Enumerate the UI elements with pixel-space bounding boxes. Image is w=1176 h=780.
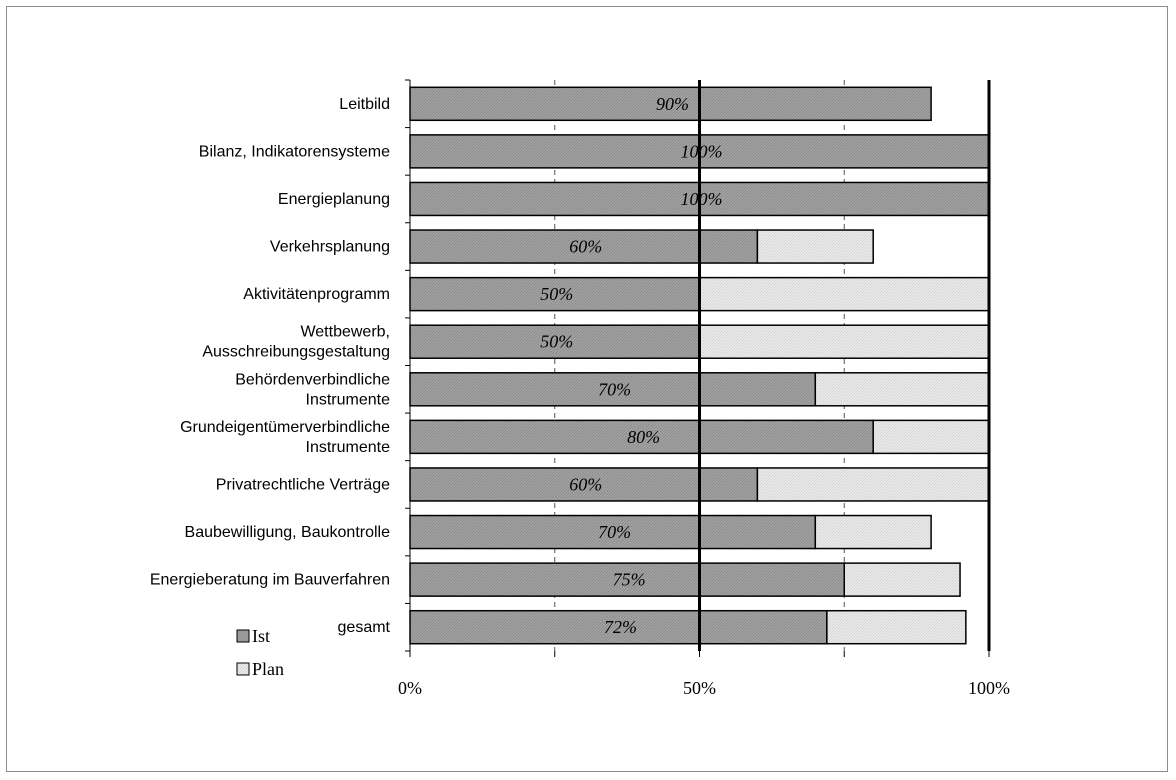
- value-label: 100%: [681, 141, 723, 161]
- bar-plan: [698, 276, 990, 312]
- legend-label: Plan: [252, 659, 284, 679]
- bar-ist: [409, 609, 828, 645]
- bar-ist: [409, 276, 701, 312]
- bar-plan: [826, 609, 967, 645]
- bar-ist: [409, 562, 845, 597]
- bar-plan: [843, 562, 961, 597]
- value-label: 70%: [598, 379, 631, 399]
- bar-plan: [872, 419, 990, 455]
- value-label: 60%: [569, 474, 602, 494]
- bar-plan: [814, 514, 932, 550]
- bar-plan: [756, 229, 874, 264]
- labels: 90% Leitbild 100% Bilanz, Indikatorensystem…: [150, 94, 1010, 698]
- category-label: Behördenverbindliche: [235, 371, 390, 388]
- legend-swatch: [236, 629, 250, 643]
- axes: [405, 79, 991, 657]
- category-label: Energieberatung im Bauverfahren: [150, 572, 390, 589]
- category-label: Baubewilligung, Baukontrolle: [185, 524, 391, 541]
- legend-swatch: [236, 662, 250, 676]
- x-tick-label: 0%: [398, 678, 422, 698]
- category-label: Wettbewerb,: [300, 324, 390, 341]
- bar-ist: [409, 419, 874, 455]
- value-label: 72%: [604, 617, 637, 637]
- value-label: 50%: [540, 332, 573, 352]
- category-label: gesamt: [338, 619, 391, 636]
- value-label: 75%: [613, 570, 646, 590]
- x-tick-label: 50%: [683, 678, 716, 698]
- value-label: 90%: [656, 94, 689, 114]
- category-label: Instrumente: [306, 439, 391, 456]
- category-label: Leitbild: [339, 96, 390, 113]
- x-tick-label: 100%: [968, 678, 1010, 698]
- value-label: 60%: [569, 237, 602, 257]
- legend: Ist Plan: [236, 626, 284, 679]
- category-label: Aktivitätenprogramm: [243, 286, 390, 303]
- category-label: Instrumente: [306, 391, 391, 408]
- bar-plan: [814, 372, 990, 407]
- category-label: Verkehrsplanung: [270, 239, 390, 256]
- legend-label: Ist: [252, 626, 270, 646]
- category-label: Grundeigentümerverbindliche: [180, 419, 390, 436]
- value-label: 100%: [681, 189, 723, 209]
- category-label: Energieplanung: [278, 191, 390, 208]
- category-label: Bilanz, Indikatorensysteme: [199, 143, 390, 160]
- value-label: 70%: [598, 522, 631, 542]
- bar-ist: [409, 86, 932, 122]
- value-label: 50%: [540, 284, 573, 304]
- category-label: Privatrechtliche Verträge: [216, 476, 390, 493]
- value-label: 80%: [627, 427, 660, 447]
- bar-plan: [698, 324, 990, 359]
- category-label: Ausschreibungsgestaltung: [202, 344, 390, 361]
- bar-plan: [756, 467, 990, 502]
